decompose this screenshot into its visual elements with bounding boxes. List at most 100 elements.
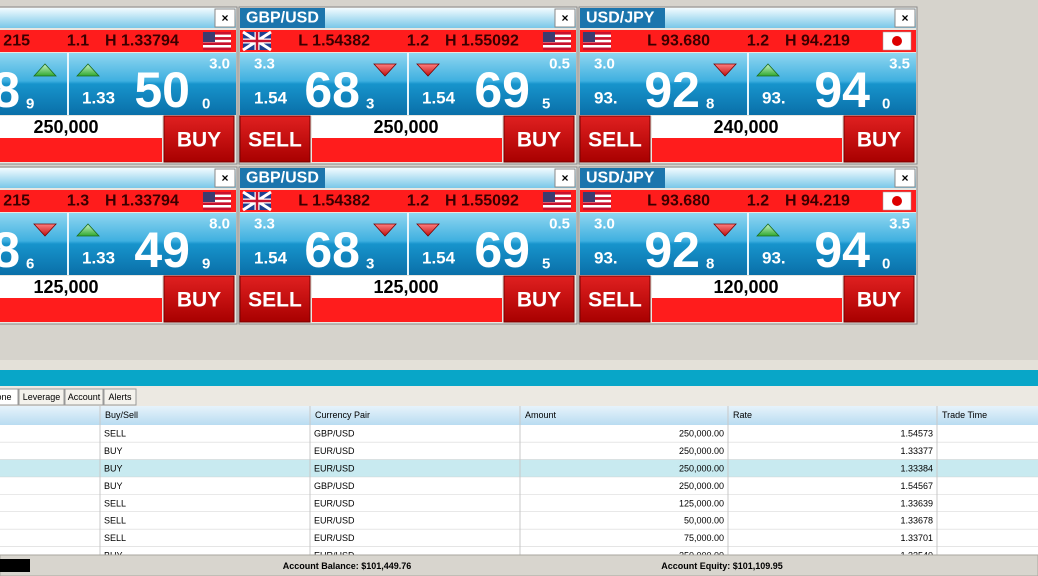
status-background bbox=[0, 554, 1038, 576]
flag-stripe bbox=[203, 192, 231, 195]
sell-label[interactable]: SELL bbox=[588, 129, 642, 152]
flag-stripe bbox=[543, 202, 571, 205]
bid-big-figure: 92 bbox=[644, 222, 700, 278]
low-price: L 93.680 bbox=[647, 33, 710, 50]
tab[interactable] bbox=[103, 388, 137, 406]
sell-button[interactable] bbox=[239, 275, 311, 323]
pair-name: USD/JPY bbox=[586, 170, 655, 187]
ask-prefix: 1.54 bbox=[422, 249, 456, 268]
buy-label[interactable]: BUY bbox=[517, 129, 561, 152]
bid-pip: 9 bbox=[26, 96, 34, 113]
tab[interactable] bbox=[64, 388, 104, 406]
table-row[interactable] bbox=[0, 477, 1038, 495]
account-equity: Account Equity: $101,109.95 bbox=[661, 561, 783, 571]
amount-field bbox=[312, 276, 502, 298]
ask-prefix: 1.33 bbox=[82, 249, 115, 268]
table-row[interactable] bbox=[0, 512, 1038, 530]
sell-label[interactable]: SELL bbox=[248, 129, 302, 152]
close-button[interactable] bbox=[894, 8, 916, 28]
flag-stripe bbox=[583, 39, 611, 43]
flag-stripe bbox=[543, 205, 571, 208]
close-icon[interactable]: × bbox=[901, 171, 908, 185]
flag-stripe bbox=[203, 34, 231, 38]
table-cell: BUY bbox=[104, 481, 123, 491]
trade-amount: 250,000 bbox=[373, 117, 438, 137]
flag bbox=[242, 190, 272, 212]
close-icon[interactable]: × bbox=[561, 171, 568, 185]
flag-stripe bbox=[543, 42, 571, 45]
buy-button[interactable] bbox=[843, 275, 915, 323]
tab-label[interactable]: Leverage bbox=[23, 392, 61, 402]
bid-spread: 3.0 bbox=[594, 56, 615, 73]
buy-label[interactable]: BUY bbox=[857, 129, 901, 152]
table-header bbox=[0, 406, 1038, 425]
close-button[interactable] bbox=[554, 8, 576, 28]
flag-stripe bbox=[543, 45, 571, 48]
flag-canton bbox=[203, 192, 215, 202]
ask-big-figure: 94 bbox=[814, 62, 870, 118]
ask-spread: 0.5 bbox=[549, 56, 570, 73]
spread: 1.2 bbox=[747, 193, 769, 210]
table-cell: GBP/USD bbox=[314, 481, 355, 491]
up-arrow bbox=[76, 223, 100, 237]
ask-big-figure: 94 bbox=[814, 222, 870, 278]
tab[interactable] bbox=[18, 388, 65, 406]
flag-sun bbox=[892, 36, 902, 46]
table-row[interactable] bbox=[0, 425, 1038, 443]
close-icon[interactable]: × bbox=[221, 171, 228, 185]
buy-button[interactable] bbox=[163, 115, 235, 163]
close-button[interactable] bbox=[894, 168, 916, 188]
pair-name: USD/JPY bbox=[586, 10, 655, 27]
table-cell: SELL bbox=[104, 533, 126, 543]
tab-label[interactable]: Account bbox=[68, 392, 101, 402]
buy-label[interactable]: BUY bbox=[517, 289, 561, 312]
tab-strip bbox=[0, 386, 1038, 406]
table-cell: 1.33377 bbox=[900, 446, 933, 456]
quote-area bbox=[0, 53, 236, 115]
quote-widget: USD/JPY × L 93.680 1.2 H 94.219 3.0 93. 92 8 3.5 9… bbox=[578, 6, 918, 165]
tabs: one Leverage Account Alerts bbox=[0, 388, 137, 406]
bid-big-figure: 68 bbox=[304, 62, 360, 118]
close-icon[interactable]: × bbox=[561, 11, 568, 25]
table-cell: 250,000.00 bbox=[679, 481, 724, 491]
table-row[interactable] bbox=[0, 494, 1038, 512]
flag-stripe bbox=[583, 37, 611, 40]
buy-button[interactable] bbox=[503, 115, 575, 163]
table-row[interactable] bbox=[0, 459, 1038, 478]
column-header: Trade Time bbox=[942, 410, 987, 420]
table-cell: BUY bbox=[104, 464, 123, 474]
tab[interactable] bbox=[0, 388, 19, 406]
ask-pip: 5 bbox=[542, 96, 550, 113]
close-button[interactable] bbox=[554, 168, 576, 188]
bid-pip: 3 bbox=[366, 96, 374, 113]
buy-button[interactable] bbox=[843, 115, 915, 163]
close-icon[interactable]: × bbox=[901, 11, 908, 25]
flag-stripe bbox=[583, 202, 611, 205]
buy-label[interactable]: BUY bbox=[857, 289, 901, 312]
bid-big-figure: 68 bbox=[304, 222, 360, 278]
sell-button[interactable] bbox=[579, 275, 651, 323]
buy-button[interactable] bbox=[163, 275, 235, 323]
sell-button[interactable] bbox=[239, 115, 311, 163]
table-row[interactable] bbox=[0, 442, 1038, 460]
flag bbox=[583, 32, 611, 51]
close-icon[interactable]: × bbox=[221, 11, 228, 25]
tab-label[interactable]: Alerts bbox=[108, 392, 132, 402]
sell-label[interactable]: SELL bbox=[588, 289, 642, 312]
buy-label[interactable]: BUY bbox=[177, 129, 221, 152]
sell-button[interactable] bbox=[579, 115, 651, 163]
flag-stripe bbox=[583, 34, 611, 38]
stats-bar bbox=[240, 30, 576, 52]
amount-strip bbox=[312, 298, 502, 322]
close-button[interactable] bbox=[214, 168, 236, 188]
tab-label[interactable]: one bbox=[0, 392, 12, 402]
table-row[interactable] bbox=[0, 529, 1038, 547]
table-cell: 75,000.00 bbox=[684, 533, 724, 543]
close-button[interactable] bbox=[214, 8, 236, 28]
buy-label[interactable]: BUY bbox=[177, 289, 221, 312]
flag bbox=[882, 191, 912, 211]
buy-button[interactable] bbox=[503, 275, 575, 323]
sell-label[interactable]: SELL bbox=[248, 289, 302, 312]
down-arrow bbox=[713, 63, 737, 77]
